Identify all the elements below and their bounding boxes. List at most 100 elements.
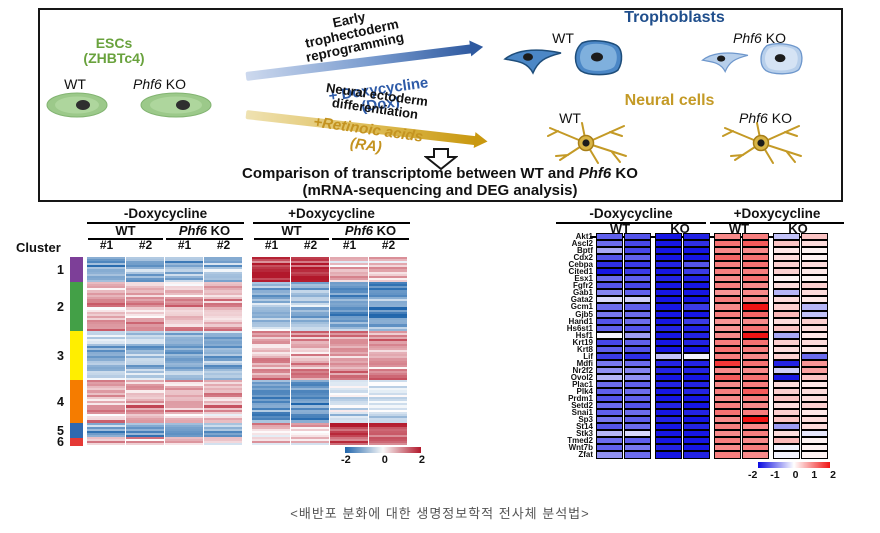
heatmap-cell xyxy=(252,364,290,367)
heatmap-cell xyxy=(742,444,769,452)
heatmap-cell xyxy=(291,328,329,331)
heatmap-cell xyxy=(87,381,125,384)
lh-scale-tick: -2 xyxy=(341,454,351,466)
heatmap-cell xyxy=(624,275,651,283)
heatmap-cell xyxy=(165,318,203,321)
neuron-wt-label: WT xyxy=(559,110,581,126)
heatmap-row xyxy=(87,364,409,367)
heatmap-cell xyxy=(330,288,368,291)
heatmap-cell xyxy=(369,275,407,278)
heatmap-cell xyxy=(87,439,125,442)
heatmap-cell xyxy=(252,403,290,406)
heatmap-cell xyxy=(87,386,125,389)
heatmap-row xyxy=(87,360,409,363)
heatmap-cell xyxy=(291,358,329,361)
heatmap-cell xyxy=(204,366,242,370)
heatmap-cell xyxy=(369,257,407,260)
heatmap-cell xyxy=(742,261,769,269)
heatmap-cell xyxy=(165,435,203,438)
heatmap-cell xyxy=(252,269,290,272)
heatmap-cell xyxy=(369,345,407,348)
heatmap-cell xyxy=(596,402,623,410)
heatmap-cell xyxy=(165,332,203,336)
gene-label: Bptf xyxy=(577,246,593,256)
heatmap-cell xyxy=(126,294,164,297)
heatmap-cell xyxy=(204,301,242,304)
heatmap-cell xyxy=(204,375,242,378)
gene-heatmap-row: Zfat xyxy=(518,451,828,459)
heatmap-cell xyxy=(87,396,125,399)
heatmap-cell xyxy=(87,416,125,419)
heatmap-cell xyxy=(126,281,164,285)
heatmap-cell xyxy=(87,413,125,417)
heatmap-cell xyxy=(773,296,800,304)
gene-heatmap-row: Cebpa xyxy=(518,261,828,269)
heatmap-cell xyxy=(204,401,242,404)
heatmap-cell xyxy=(204,383,242,387)
heatmap-cell xyxy=(596,268,623,276)
heatmap-cell xyxy=(369,298,407,302)
gene-label: Hand1 xyxy=(568,316,593,326)
heatmap-cell xyxy=(801,331,828,339)
neural-cells-title: Neural cells xyxy=(624,92,715,109)
heatmap-cell xyxy=(204,426,242,429)
heatmap-cell xyxy=(330,273,368,276)
heatmap-cell xyxy=(714,366,741,374)
heatmap-cell xyxy=(291,437,329,440)
heatmap-cell xyxy=(714,388,741,396)
heatmap-cell xyxy=(87,284,125,287)
heatmap-cell xyxy=(252,381,290,384)
heatmap-cell xyxy=(773,331,800,339)
heatmap-cell xyxy=(369,335,407,338)
heatmap-cell xyxy=(165,341,203,344)
gene-heatmap-row: St14 xyxy=(518,423,828,431)
heatmap-cell xyxy=(291,261,329,264)
heatmap-cell xyxy=(165,409,203,412)
heatmap-cell xyxy=(330,388,368,391)
heatmap-cell xyxy=(87,259,125,262)
heatmap-cell xyxy=(683,451,710,459)
heatmap-cell xyxy=(596,444,623,452)
heatmap-cell xyxy=(204,416,242,419)
heatmap-cell xyxy=(87,294,125,297)
heatmap-cell xyxy=(742,247,769,255)
heatmap-cell xyxy=(126,257,164,260)
heatmap-cell xyxy=(291,257,329,260)
heatmap-cell xyxy=(126,349,164,353)
heatmap-cell xyxy=(87,286,125,289)
heatmap-cell xyxy=(126,392,164,395)
heatmap-row xyxy=(87,443,409,446)
heatmap-cell xyxy=(801,296,828,304)
heatmap-cell xyxy=(291,398,329,402)
heatmap-cell xyxy=(165,386,203,389)
heatmap-cell xyxy=(165,326,203,329)
heatmap-cell xyxy=(126,337,164,340)
heatmap-cell xyxy=(742,331,769,339)
heatmap-cell xyxy=(291,375,329,378)
heatmap-row xyxy=(87,292,409,295)
heatmap-cell xyxy=(126,273,164,276)
heatmap-cell xyxy=(204,396,242,399)
heatmap-cell xyxy=(330,390,368,393)
heatmap-cell xyxy=(714,282,741,290)
gene-heatmap-row: Wnt7b xyxy=(518,444,828,452)
heatmap-cell xyxy=(87,345,125,348)
heatmap-cell xyxy=(369,303,407,306)
heatmap-cell xyxy=(330,345,368,348)
heatmap-cell xyxy=(126,284,164,287)
heatmap-cell xyxy=(252,413,290,417)
heatmap-cell xyxy=(369,341,407,344)
heatmap-cell xyxy=(87,356,125,359)
heatmap-cell xyxy=(252,349,290,353)
heatmap-cell xyxy=(204,311,242,314)
heatmap-cell xyxy=(87,296,125,299)
heatmap-cell xyxy=(714,338,741,346)
retinoic-arrow-head xyxy=(473,132,489,150)
heatmap-cell xyxy=(742,282,769,290)
heatmap-row xyxy=(87,326,409,329)
heatmap-cell xyxy=(369,261,407,264)
heatmap-cell xyxy=(330,292,368,295)
gene-label: Tmed2 xyxy=(567,436,593,446)
heatmap-cell xyxy=(252,405,290,408)
heatmap-cell xyxy=(252,320,290,323)
